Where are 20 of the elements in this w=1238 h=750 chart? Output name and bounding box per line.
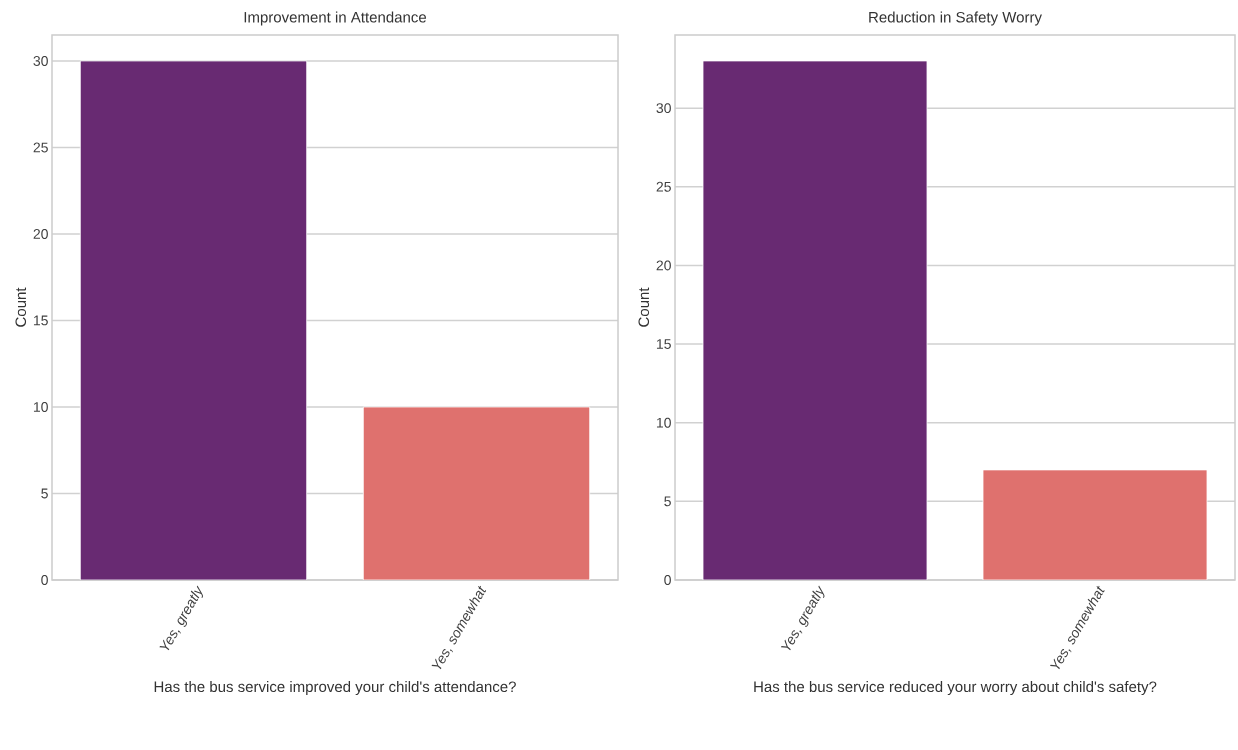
chart-title: Improvement in Attendance bbox=[244, 11, 427, 26]
y-tick-label: 20 bbox=[33, 229, 48, 239]
y-tick-label: 5 bbox=[41, 488, 48, 499]
y-tick-label: 0 bbox=[664, 575, 671, 585]
x-axis-title: Has the bus service improved your child's attendance? bbox=[154, 681, 516, 696]
y-axis-title: Count bbox=[15, 287, 27, 327]
y-tick-label: 25 bbox=[656, 181, 671, 192]
y-tick-label: 25 bbox=[33, 142, 48, 153]
chart-title: Reduction in Safety Worry bbox=[869, 11, 1042, 26]
y-tick-label: 10 bbox=[33, 402, 48, 412]
y-tick-label: 30 bbox=[33, 55, 48, 66]
y-tick-label: 20 bbox=[656, 260, 671, 271]
y-tick-label: 10 bbox=[656, 417, 671, 428]
y-tick-label: 5 bbox=[664, 496, 671, 507]
y-tick-label: 30 bbox=[656, 103, 671, 114]
y-tick-label: 15 bbox=[33, 315, 48, 326]
x-axis-title: Has the bus service reduced your worry about child's safety? bbox=[754, 681, 1157, 696]
y-tick-label: 0 bbox=[41, 575, 48, 585]
y-axis-title: Count bbox=[638, 287, 650, 327]
y-tick-label: 15 bbox=[656, 339, 671, 349]
